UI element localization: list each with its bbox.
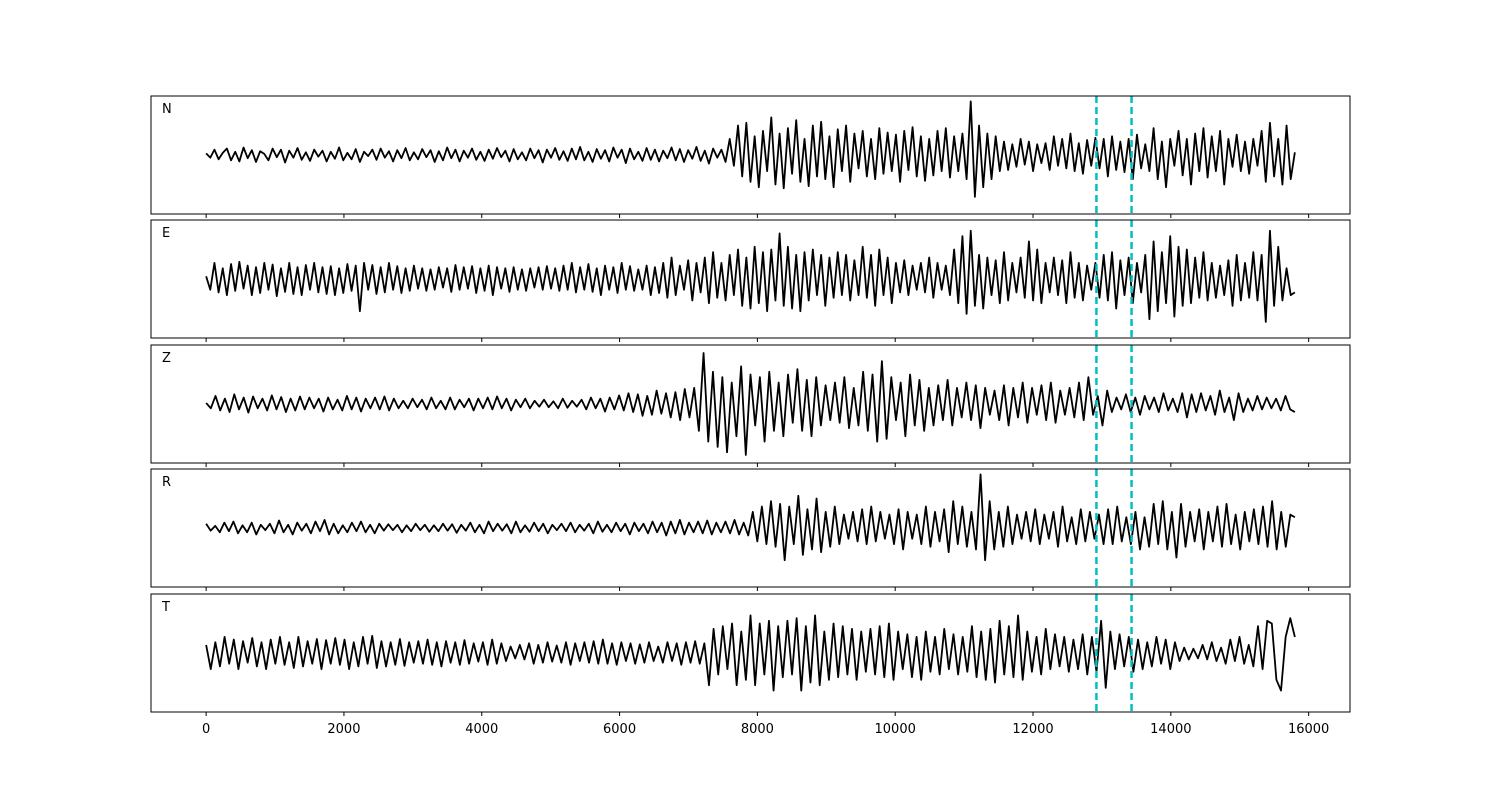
panel-label-e: E xyxy=(162,226,170,241)
panels: N E Z R T xyxy=(150,95,1351,716)
trace-n xyxy=(205,100,1296,198)
trace-r xyxy=(205,473,1296,562)
x-axis: 0 2000 4000 6000 8000 10000 12000 14000 16000 xyxy=(202,722,1329,737)
x-tick-label: 2000 xyxy=(327,722,360,737)
panel-r: R xyxy=(150,468,1351,591)
x-tick-label: 8000 xyxy=(741,722,774,737)
panel-label-n: N xyxy=(162,102,172,117)
x-tick-label: 6000 xyxy=(603,722,636,737)
x-tick-label: 12000 xyxy=(1012,722,1053,737)
panel-frame xyxy=(150,468,1351,588)
panel-frame xyxy=(150,344,1351,464)
x-tick-label: 16000 xyxy=(1288,722,1329,737)
panel-label-r: R xyxy=(162,475,171,490)
panel-label-t: T xyxy=(161,600,170,615)
panel-t: T xyxy=(150,593,1351,716)
x-tick-label: 14000 xyxy=(1150,722,1191,737)
panel-n: N xyxy=(150,95,1351,218)
trace-e xyxy=(205,229,1296,323)
trace-t xyxy=(205,614,1296,692)
panel-z: Z xyxy=(150,344,1351,467)
x-tick-label: 0 xyxy=(202,722,210,737)
x-tick-label: 10000 xyxy=(875,722,916,737)
trace-z xyxy=(205,352,1296,456)
panel-e: E xyxy=(150,219,1351,342)
panel-frame xyxy=(150,593,1351,713)
x-tick-label: 4000 xyxy=(465,722,498,737)
panel-frame xyxy=(150,95,1351,215)
panel-label-z: Z xyxy=(162,351,171,366)
panel-frame xyxy=(150,219,1351,339)
